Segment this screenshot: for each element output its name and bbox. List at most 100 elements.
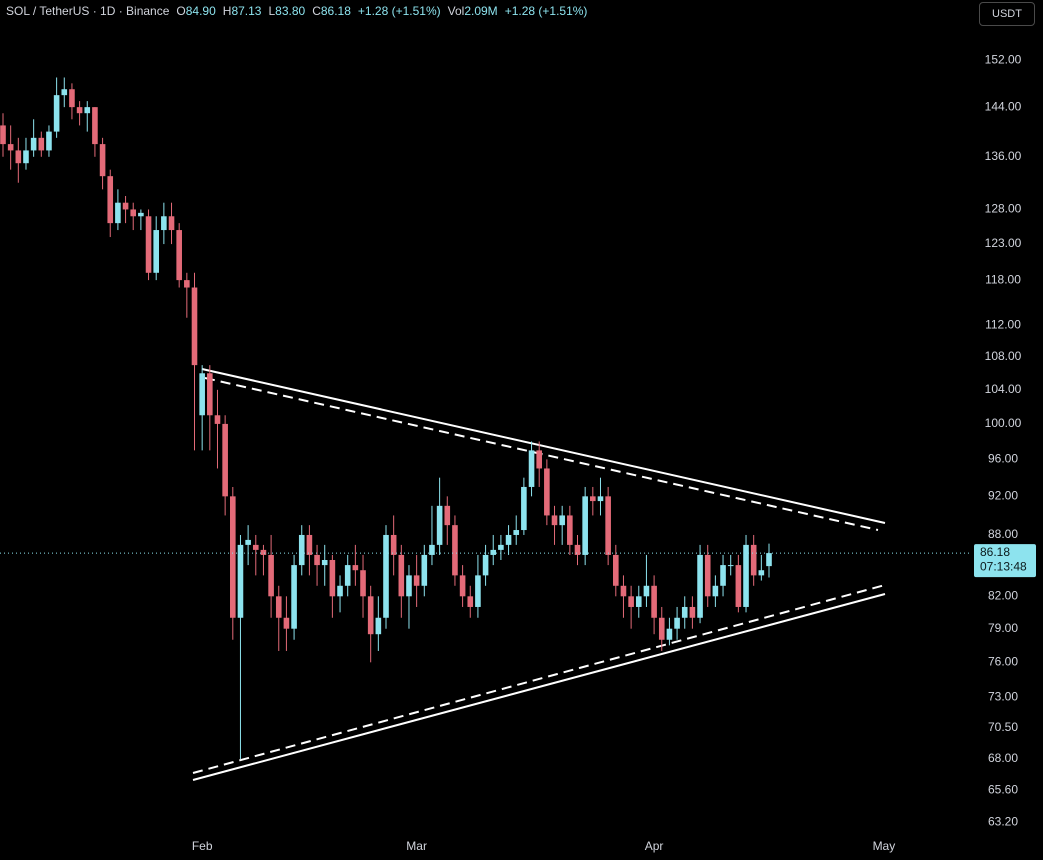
y-tick-label: 96.00: [988, 452, 1018, 466]
x-tick-label: Mar: [406, 839, 427, 853]
price-tag-countdown: 07:13:48: [980, 559, 1027, 573]
candle-body: [0, 125, 6, 145]
y-tick-label: 136.00: [985, 149, 1022, 163]
candle-body: [122, 202, 129, 210]
ohlc-value: 83.80: [275, 4, 306, 18]
y-tick-label: 104.00: [985, 382, 1022, 396]
candle-body: [107, 176, 114, 224]
candle-body: [237, 544, 244, 618]
candle-body: [482, 554, 489, 576]
candle-body: [383, 534, 389, 618]
candle-body: [352, 565, 359, 571]
candle-body: [275, 596, 282, 618]
candle-body: [23, 150, 29, 164]
candle-body: [651, 585, 657, 618]
candle-body: [559, 515, 565, 526]
volume-value: 2.09M: [464, 4, 498, 18]
candle-body: [291, 565, 297, 629]
candle-body: [567, 515, 573, 545]
candle-body: [199, 373, 205, 416]
price-tag-value: 86.18: [980, 545, 1010, 559]
volume-change: +1.28 (+1.51%): [504, 4, 588, 18]
candle-body: [613, 554, 619, 586]
candle-body: [176, 230, 182, 281]
candle-body: [689, 606, 696, 618]
candle-body: [528, 450, 535, 487]
candle-body: [130, 209, 137, 217]
ohlc-value: 87.13: [231, 4, 262, 18]
candle-body: [245, 539, 251, 545]
candle-body: [697, 554, 703, 618]
candle-body: [643, 585, 650, 597]
candle-body: [15, 150, 22, 164]
candle-body: [191, 287, 198, 366]
candle-body: [766, 553, 772, 567]
candle-body: [597, 496, 604, 502]
candle-body: [666, 628, 673, 640]
candle-body: [375, 617, 382, 635]
y-tick-label: 118.00: [985, 272, 1021, 286]
candle-body: [674, 617, 680, 629]
y-tick-label: 70.50: [988, 720, 1018, 734]
candle-body: [53, 95, 60, 132]
y-tick-label: 73.00: [988, 689, 1018, 703]
candle-body: [306, 534, 313, 555]
price-tag: [974, 544, 1036, 578]
symbol: SOL / TetherUS · 1D · Binance: [6, 4, 170, 18]
x-tick-label: Feb: [192, 839, 213, 853]
candle-body: [268, 554, 274, 597]
candle-body: [184, 280, 190, 288]
candle-body: [452, 525, 458, 576]
candle-body: [590, 496, 596, 502]
candle-body: [421, 554, 428, 586]
candle-body: [544, 468, 550, 516]
ohlc-label: L: [268, 4, 276, 18]
candle-body: [758, 570, 765, 576]
y-tick-label: 123.00: [985, 236, 1022, 250]
candle-body: [298, 534, 305, 566]
y-tick-label: 92.00: [988, 489, 1018, 503]
candle-body: [390, 534, 397, 555]
candle-body: [38, 137, 45, 151]
candle-body: [413, 575, 420, 586]
candle-body: [260, 549, 267, 555]
trendline-upper: [201, 368, 886, 524]
candle-body: [69, 89, 75, 108]
candle-body: [99, 144, 106, 177]
candle-body: [344, 565, 351, 586]
y-tick-label: 76.00: [988, 654, 1018, 668]
candle-body: [222, 423, 228, 497]
currency-button[interactable]: USDT: [979, 2, 1035, 26]
candles: [0, 77, 772, 759]
candle-body: [620, 585, 627, 597]
candle-body: [658, 617, 665, 640]
candle-body: [92, 107, 98, 145]
candle-body: [712, 585, 719, 597]
candle-body: [743, 544, 749, 607]
candle-body: [605, 496, 611, 555]
y-tick-label: 144.00: [985, 99, 1022, 113]
y-tick-label: 112.00: [985, 318, 1021, 332]
candle-body: [436, 505, 443, 545]
candle-body: [46, 131, 52, 151]
candle-body: [406, 575, 412, 597]
candle-body: [283, 617, 290, 629]
candle-body: [61, 89, 68, 96]
y-tick-label: 79.00: [988, 621, 1018, 635]
candle-body: [704, 554, 711, 597]
legend-header: SOL / TetherUS · 1D · Binance O 84.90 H 87.1…: [6, 4, 587, 18]
y-tick-label: 128.00: [985, 202, 1022, 216]
candle-body: [582, 496, 588, 555]
trendline-lower-dashed: [192, 584, 886, 774]
candle-body: [398, 554, 405, 597]
change: +1.28 (+1.51%): [357, 4, 441, 18]
candle-body: [7, 144, 14, 151]
y-tick-label: 68.00: [988, 751, 1018, 765]
candle-body: [521, 486, 527, 531]
candle-body: [145, 216, 152, 273]
ohlc-label: O: [176, 4, 186, 18]
candle-body: [367, 596, 374, 635]
candle-body: [30, 137, 37, 151]
candle-body: [505, 534, 512, 545]
